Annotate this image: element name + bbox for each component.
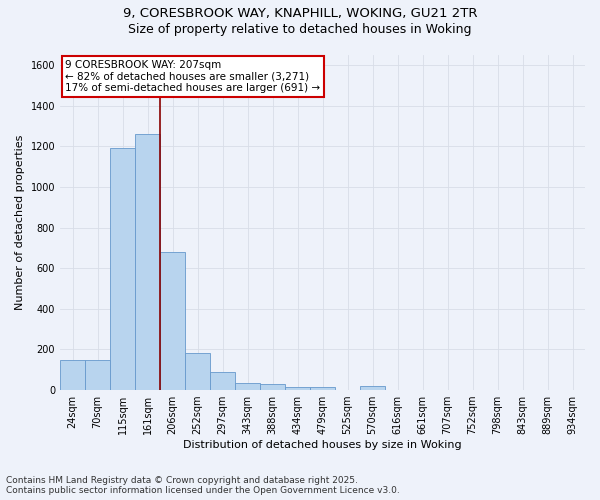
Bar [85,360,110,390]
Bar [285,387,310,390]
Text: 9 CORESBROOK WAY: 207sqm
← 82% of detached houses are smaller (3,271)
17% of sem: 9 CORESBROOK WAY: 207sqm ← 82% of detach… [65,60,320,93]
Bar [260,384,285,390]
X-axis label: Distribution of detached houses by size in Woking: Distribution of detached houses by size … [183,440,462,450]
Text: Contains HM Land Registry data © Crown copyright and database right 2025.
Contai: Contains HM Land Registry data © Crown c… [6,476,400,495]
Bar [110,148,135,390]
Bar [310,387,335,390]
Bar [135,134,160,390]
Bar [160,252,185,390]
Bar [360,386,385,390]
Text: Size of property relative to detached houses in Woking: Size of property relative to detached ho… [128,22,472,36]
Y-axis label: Number of detached properties: Number of detached properties [15,135,25,310]
Text: 9, CORESBROOK WAY, KNAPHILL, WOKING, GU21 2TR: 9, CORESBROOK WAY, KNAPHILL, WOKING, GU2… [123,8,477,20]
Bar [235,383,260,390]
Bar [210,372,235,390]
Bar [185,352,210,390]
Bar [60,360,85,390]
